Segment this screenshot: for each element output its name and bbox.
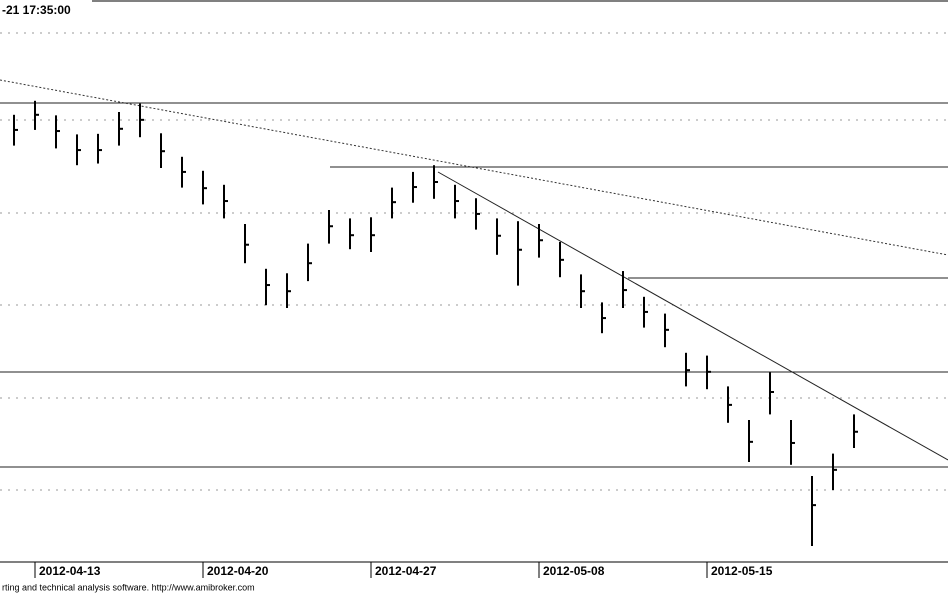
trend-line — [437, 171, 948, 461]
x-tick-label: 2012-04-13 — [39, 564, 101, 578]
x-tick-label: 2012-05-15 — [711, 564, 773, 578]
footer: rting and technical analysis software. h… — [2, 582, 255, 592]
x-tick-label: 2012-04-27 — [375, 564, 437, 578]
x-tick-label: 2012-05-08 — [543, 564, 605, 578]
title-bg — [0, 0, 92, 22]
trend-line — [0, 79, 948, 256]
x-tick-label: 2012-04-20 — [207, 564, 269, 578]
chart-title: -21 17:35:00 — [2, 3, 71, 17]
